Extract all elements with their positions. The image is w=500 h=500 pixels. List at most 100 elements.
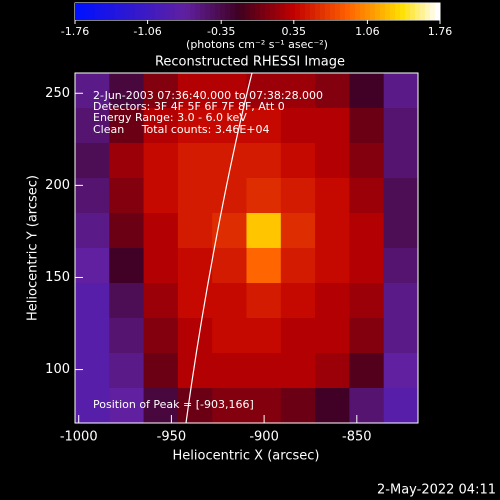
colorbar-segment bbox=[115, 3, 121, 20]
colorbar-segment bbox=[430, 3, 436, 20]
colorbar-segment bbox=[160, 3, 166, 20]
image-cell bbox=[75, 388, 110, 424]
image-cell bbox=[212, 248, 247, 284]
y-tick-label: 200 bbox=[45, 178, 70, 193]
colorbar-segment bbox=[225, 3, 231, 20]
colorbar-segment bbox=[75, 3, 81, 20]
y-tick-label: 150 bbox=[45, 270, 70, 285]
image-cell bbox=[315, 388, 350, 424]
colorbar-segment bbox=[175, 3, 181, 20]
annotation: Clean Total counts: 3.46E+04 bbox=[93, 123, 270, 136]
annotation: Energy Range: 3.0 - 6.0 keV bbox=[93, 111, 247, 124]
image-cell bbox=[109, 143, 145, 179]
image-cell bbox=[177, 213, 213, 249]
image-cell bbox=[280, 283, 316, 319]
colorbar-segment bbox=[335, 3, 341, 20]
image-cell bbox=[143, 213, 179, 249]
colorbar-segment bbox=[265, 3, 271, 20]
colorbar-segment bbox=[210, 3, 216, 20]
colorbar-segment bbox=[400, 3, 406, 20]
colorbar-segment bbox=[245, 3, 251, 20]
colorbar-segment bbox=[365, 3, 371, 20]
image-cell bbox=[246, 73, 282, 109]
image-cell bbox=[109, 353, 145, 389]
x-tick-label: -950 bbox=[157, 430, 187, 445]
colorbar-tick-label: -1.76 bbox=[61, 25, 89, 38]
colorbar-segment bbox=[380, 3, 386, 20]
colorbar-segment bbox=[230, 3, 236, 20]
image-cell bbox=[315, 73, 350, 109]
y-tick-label: 100 bbox=[45, 362, 70, 377]
image-cell bbox=[75, 143, 110, 179]
colorbar-segment bbox=[205, 3, 211, 20]
image-cell bbox=[246, 143, 282, 179]
chart-title: Reconstructed RHESSI Image bbox=[155, 55, 345, 70]
image-cell bbox=[315, 318, 350, 354]
image-cell bbox=[212, 353, 247, 389]
image-cell bbox=[212, 108, 247, 144]
image-cell bbox=[280, 248, 316, 284]
image-cell bbox=[177, 73, 213, 109]
colorbar-segment bbox=[305, 3, 311, 20]
image-cell bbox=[383, 353, 419, 389]
colorbar-segment bbox=[120, 3, 126, 20]
colorbar-segment bbox=[145, 3, 151, 20]
colorbar-tick-label: 1.06 bbox=[355, 25, 380, 38]
colorbar-segment bbox=[280, 3, 286, 20]
image-cell bbox=[143, 73, 179, 109]
colorbar-label: (photons cm⁻² s⁻¹ asec⁻²) bbox=[186, 38, 328, 51]
image-cell bbox=[280, 353, 316, 389]
image-cell bbox=[246, 108, 282, 144]
colorbar-segment bbox=[320, 3, 326, 20]
colorbar-segment bbox=[425, 3, 431, 20]
x-tick-label: -850 bbox=[342, 430, 372, 445]
image-cell bbox=[315, 178, 350, 214]
colorbar-segment bbox=[395, 3, 401, 20]
colorbar-segment bbox=[100, 3, 106, 20]
colorbar-segment bbox=[375, 3, 381, 20]
annotation: Detectors: 3F 4F 5F 6F 7F 8F, Att 0 bbox=[93, 100, 285, 113]
x-tick-label: -1000 bbox=[60, 430, 98, 445]
image-cell bbox=[177, 248, 213, 284]
image-cell bbox=[143, 283, 179, 319]
colorbar-segment bbox=[135, 3, 141, 20]
image-cell bbox=[212, 73, 247, 109]
colorbar-segment bbox=[180, 3, 186, 20]
image-cell bbox=[383, 73, 419, 109]
image-cell bbox=[75, 178, 110, 214]
image-cell bbox=[280, 318, 316, 354]
colorbar-segment bbox=[170, 3, 176, 20]
colorbar-segment bbox=[250, 3, 256, 20]
image-cell bbox=[349, 143, 385, 179]
colorbar-segment bbox=[105, 3, 111, 20]
colorbar-tick-label: 1.76 bbox=[428, 25, 453, 38]
colorbar-tick-label: -1.06 bbox=[133, 25, 161, 38]
colorbar-segment bbox=[95, 3, 101, 20]
image-cell bbox=[109, 318, 145, 354]
colorbar-segment bbox=[130, 3, 136, 20]
image-cell bbox=[143, 318, 179, 354]
colorbar-segment bbox=[405, 3, 411, 20]
colorbar-segment bbox=[260, 3, 266, 20]
colorbar-segment bbox=[300, 3, 306, 20]
image-cell bbox=[383, 318, 419, 354]
image-cell bbox=[246, 318, 282, 354]
y-axis-label: Heliocentric Y (arcsec) bbox=[26, 175, 41, 321]
image-cell bbox=[177, 388, 213, 424]
image-cell bbox=[349, 108, 385, 144]
colorbar-segment bbox=[390, 3, 396, 20]
image-cell bbox=[177, 178, 213, 214]
colorbar-segment bbox=[80, 3, 86, 20]
image-cell bbox=[246, 248, 282, 284]
image-cell bbox=[109, 248, 145, 284]
colorbar-segment bbox=[165, 3, 171, 20]
colorbar-segment bbox=[330, 3, 336, 20]
image-cell bbox=[349, 178, 385, 214]
image-cell bbox=[349, 73, 385, 109]
colorbar-segment bbox=[200, 3, 206, 20]
image-cell bbox=[109, 213, 145, 249]
image-cell bbox=[143, 178, 179, 214]
solar-limb bbox=[185, 72, 253, 424]
colorbar-segment bbox=[420, 3, 426, 20]
